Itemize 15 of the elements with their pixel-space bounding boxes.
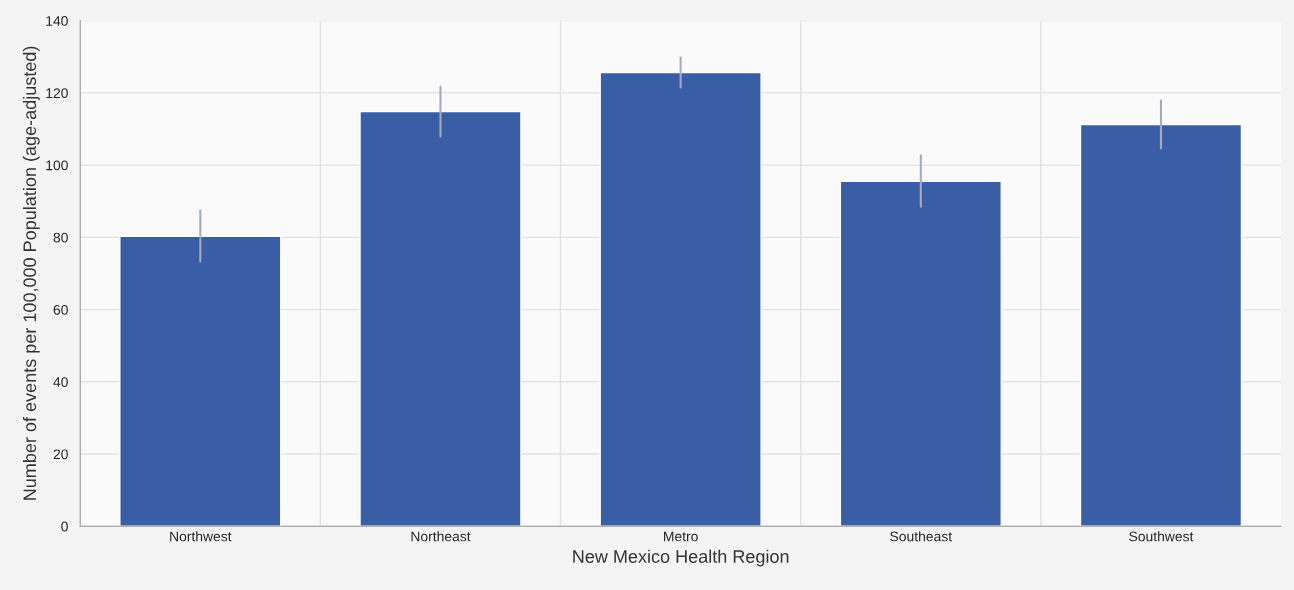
x-tick-label: Northeast bbox=[411, 531, 471, 542]
x-tick-label: Southwest bbox=[1129, 531, 1194, 542]
y-tick-label: 60 bbox=[53, 304, 68, 315]
x-tick-label: Metro bbox=[664, 531, 698, 542]
y-tick-label: 120 bbox=[46, 88, 68, 99]
x-tick-label: Southeast bbox=[890, 531, 952, 542]
y-axis-title: Number of events per 100,000 Population (age-adjusted) bbox=[22, 46, 40, 500]
y-tick-label: 100 bbox=[46, 160, 68, 171]
x-axis-title: New Mexico Health Region bbox=[573, 549, 789, 567]
y-tick-label: 20 bbox=[53, 449, 68, 460]
y-tick-label: 80 bbox=[53, 232, 68, 243]
y-tick-label: 140 bbox=[46, 15, 68, 26]
x-tick-label: Northwest bbox=[170, 531, 232, 542]
y-tick-label: 40 bbox=[53, 377, 68, 387]
y-tick-label: 0 bbox=[61, 521, 68, 532]
